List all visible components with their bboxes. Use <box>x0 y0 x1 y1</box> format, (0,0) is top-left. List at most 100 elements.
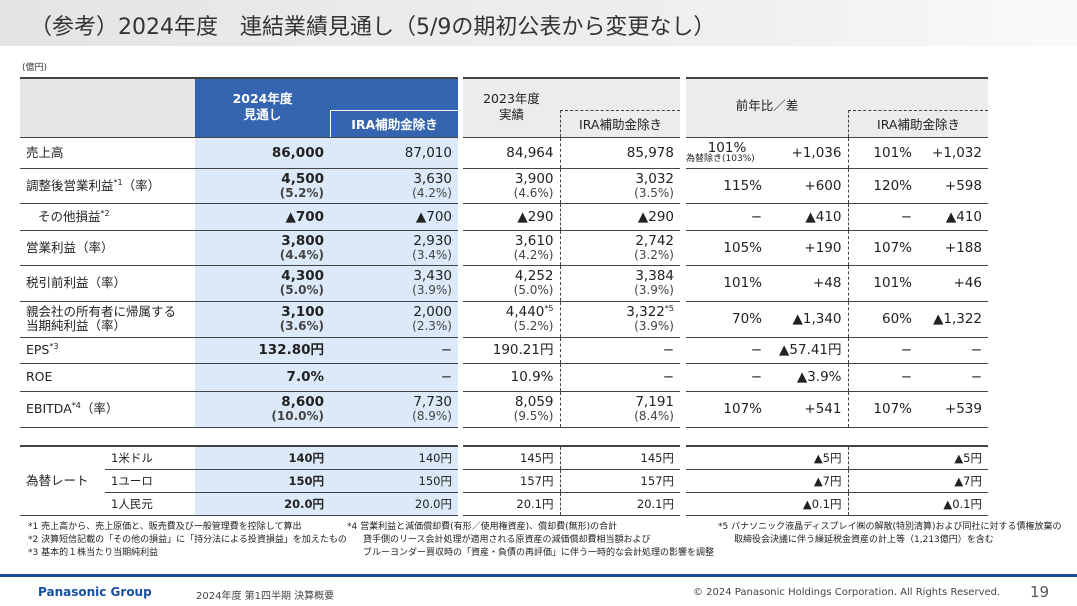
row-label: 営業利益（率） <box>20 230 195 266</box>
forecast-ira-cell-value: − <box>440 369 452 385</box>
footnote-4-line2: 貸手側のリース会計処理が適用される原資産の減価償却費相当額および <box>363 535 651 545</box>
forecast-ira-cell-value: 3,430 <box>413 268 452 284</box>
forecast-ira-cell-ratio: (4.2%) <box>412 185 452 200</box>
actual-cell: 10.9% <box>463 363 560 392</box>
row-label: ROE <box>20 363 195 392</box>
footnote-5-line2: 取締役会決議に伴う繰延税金資産の計上等（1,213億円）を含む <box>734 535 994 545</box>
fx-actual-ira: 20.1円 <box>559 492 680 516</box>
yoy-diff-cell: +600 <box>768 168 848 204</box>
yoy-ira-ratio-cell: 107% <box>847 391 918 428</box>
actual-cell: 84,964 <box>463 137 560 169</box>
forecast-cell-ratio: (5.2%) <box>279 185 324 200</box>
row-label-text: EPS <box>26 342 50 357</box>
header-compare-label: 前年比／差 <box>735 98 799 113</box>
row-label-text: 営業利益（率） <box>26 239 114 255</box>
actual-ira-cell-ratio: (8.4%) <box>634 409 674 423</box>
actual-ira-cell: 85,978 <box>559 137 680 169</box>
forecast-ira-cell-value: 7,730 <box>413 394 452 410</box>
fx-forecast-ira: 20.0円 <box>330 492 458 516</box>
actual-ira-cell-value: − <box>662 342 674 358</box>
actual-ira-cell-value: 85,978 <box>626 144 674 161</box>
footnote-2: *2 決算短信記載の「その他の損益」に「持分法による投資損益」を加えたもの <box>28 535 347 545</box>
yoy-ratio-cell: 107% <box>686 391 768 428</box>
fx-yoy-ratio <box>686 469 768 493</box>
fx-forecast: 20.0円 <box>195 492 330 516</box>
yoy-ira-diff-cell: ▲410 <box>918 203 988 231</box>
table-row: 84,964 85,978 <box>463 137 680 169</box>
forecast-cell: 132.80円 <box>195 337 330 364</box>
yoy-ira-diff-cell: +598 <box>918 168 988 204</box>
fx-yoy-ira-diff: ▲5円 <box>918 446 988 470</box>
fx-yoy-ira-ratio <box>847 446 918 470</box>
fx-row: 1人民元 20.0円 20.0円 <box>20 492 458 516</box>
fx-yoy-ratio <box>686 446 768 470</box>
fx-currency: 1米ドル <box>105 446 195 470</box>
row-label-text: 税引前利益（率） <box>26 275 127 290</box>
forecast-cell-ratio: (4.4%) <box>279 247 324 262</box>
header-ira-label: IRA補助金除き <box>560 109 680 137</box>
panasonic-logo: Panasonic Group <box>38 585 152 599</box>
table-row: − ▲3.9% − − <box>686 363 988 392</box>
forecast-ira-cell-ratio: (8.9%) <box>412 409 452 423</box>
fx-row: ▲5円 ▲5円 <box>686 446 988 470</box>
fx-forecast: 140円 <box>195 446 330 470</box>
fx-yoy-ira-diff: ▲7円 <box>918 469 988 493</box>
fx-row: 145円 145円 <box>463 446 680 470</box>
yoy-ratio: 101% <box>707 140 747 156</box>
forecast-ira-cell: 87,010 <box>330 137 458 169</box>
actual-cell-value: 4,440 <box>505 304 545 320</box>
forecast-cell-ratio: (10.0%) <box>271 409 324 423</box>
fx-yoy-ira-diff: ▲0.1円 <box>918 492 988 516</box>
forecast-cell-value: 7.0% <box>286 369 324 385</box>
actual-ira-cell: 3,032 (3.5%) <box>559 168 680 204</box>
actual-ira-cell-value: 2,742 <box>635 232 674 249</box>
actual-table: 2023年度 実績 IRA補助金除き 84,964 85,978 3,900 (4.6… <box>463 77 680 428</box>
table-row: 売上高 86,000 87,010 <box>20 137 458 169</box>
table-row: 親会社の所有者に帰属する 当期純利益（率） 3,100 (3.6%) 2,000 (2.… <box>20 301 458 338</box>
actual-ira-cell: 3,322*5 (3.9%) <box>559 301 680 338</box>
forecast-cell-value: 3,800 <box>281 232 324 249</box>
forecast-cell-ratio: (3.6%) <box>279 319 324 333</box>
yoy-ratio: 105% <box>723 239 762 256</box>
fx-row: 20.1円 20.1円 <box>463 492 680 516</box>
yoy-ratio: 107% <box>723 401 762 417</box>
forecast-ira-cell: 2,930 (3.4%) <box>330 230 458 266</box>
yoy-diff-cell: +190 <box>768 230 848 266</box>
yoy-ratio: 101% <box>723 275 762 291</box>
fx-row: 157円 157円 <box>463 469 680 493</box>
actual-ira-cell-value: 3,032 <box>635 170 674 187</box>
forecast-cell-value: 4,300 <box>281 268 324 284</box>
header-fy2024: 2024年度 見通し IRA補助金除き <box>195 77 458 138</box>
fx-currency: 1ユーロ <box>105 469 195 493</box>
forecast-ira-cell-ratio: (2.3%) <box>412 319 452 333</box>
footnote-4-line3: ブルーヨンダー買収時の「資産・負債の再評価」に伴う一時的な会計処理の影響を調整 <box>363 548 715 558</box>
actual-cell: 190.21円 <box>463 337 560 364</box>
page-number: 19 <box>1030 583 1050 601</box>
fx-yoy-diff: ▲7円 <box>768 469 848 493</box>
table-row: 4,252 (5.0%) 3,384 (3.9%) <box>463 265 680 302</box>
forecast-ira-cell: 3,430 (3.9%) <box>330 265 458 302</box>
actual-ira-cell-ratio: (3.9%) <box>634 319 674 333</box>
forecast-ira-cell-value: 2,930 <box>413 232 452 249</box>
row-label: 売上高 <box>20 137 195 169</box>
actual-ira-cell: − <box>559 363 680 392</box>
actual-cell: 8,059 (9.5%) <box>463 391 560 428</box>
footnote-ref: *3 <box>49 342 59 351</box>
yoy-diff-cell: ▲1,340 <box>768 301 848 338</box>
yoy-diff-cell: ▲410 <box>768 203 848 231</box>
fx-yoy-ira-ratio <box>847 469 918 493</box>
yoy-ira-diff-cell: +1,032 <box>918 137 988 169</box>
row-label-text: 調整後営業利益 <box>26 177 114 193</box>
fx-actual: 145円 <box>463 446 560 470</box>
forecast-cell-value: 132.80円 <box>258 342 324 358</box>
fx-row: ▲7円 ▲7円 <box>686 469 988 493</box>
table-row: ▲290 ▲290 <box>463 203 680 231</box>
row-label: その他損益*2 <box>20 203 195 231</box>
row-label-text: EBITDA <box>26 401 72 416</box>
forecast-ira-cell-ratio: (3.4%) <box>412 247 452 262</box>
yoy-ira-ratio-cell: 101% <box>847 265 918 302</box>
yoy-ira-ratio-cell: 107% <box>847 230 918 266</box>
actual-cell-ratio: (4.6%) <box>513 185 554 200</box>
actual-cell-value: 10.9% <box>510 369 554 385</box>
table-row: 101% 為替除き(103%) +1,036 101% +1,032 <box>686 137 988 169</box>
